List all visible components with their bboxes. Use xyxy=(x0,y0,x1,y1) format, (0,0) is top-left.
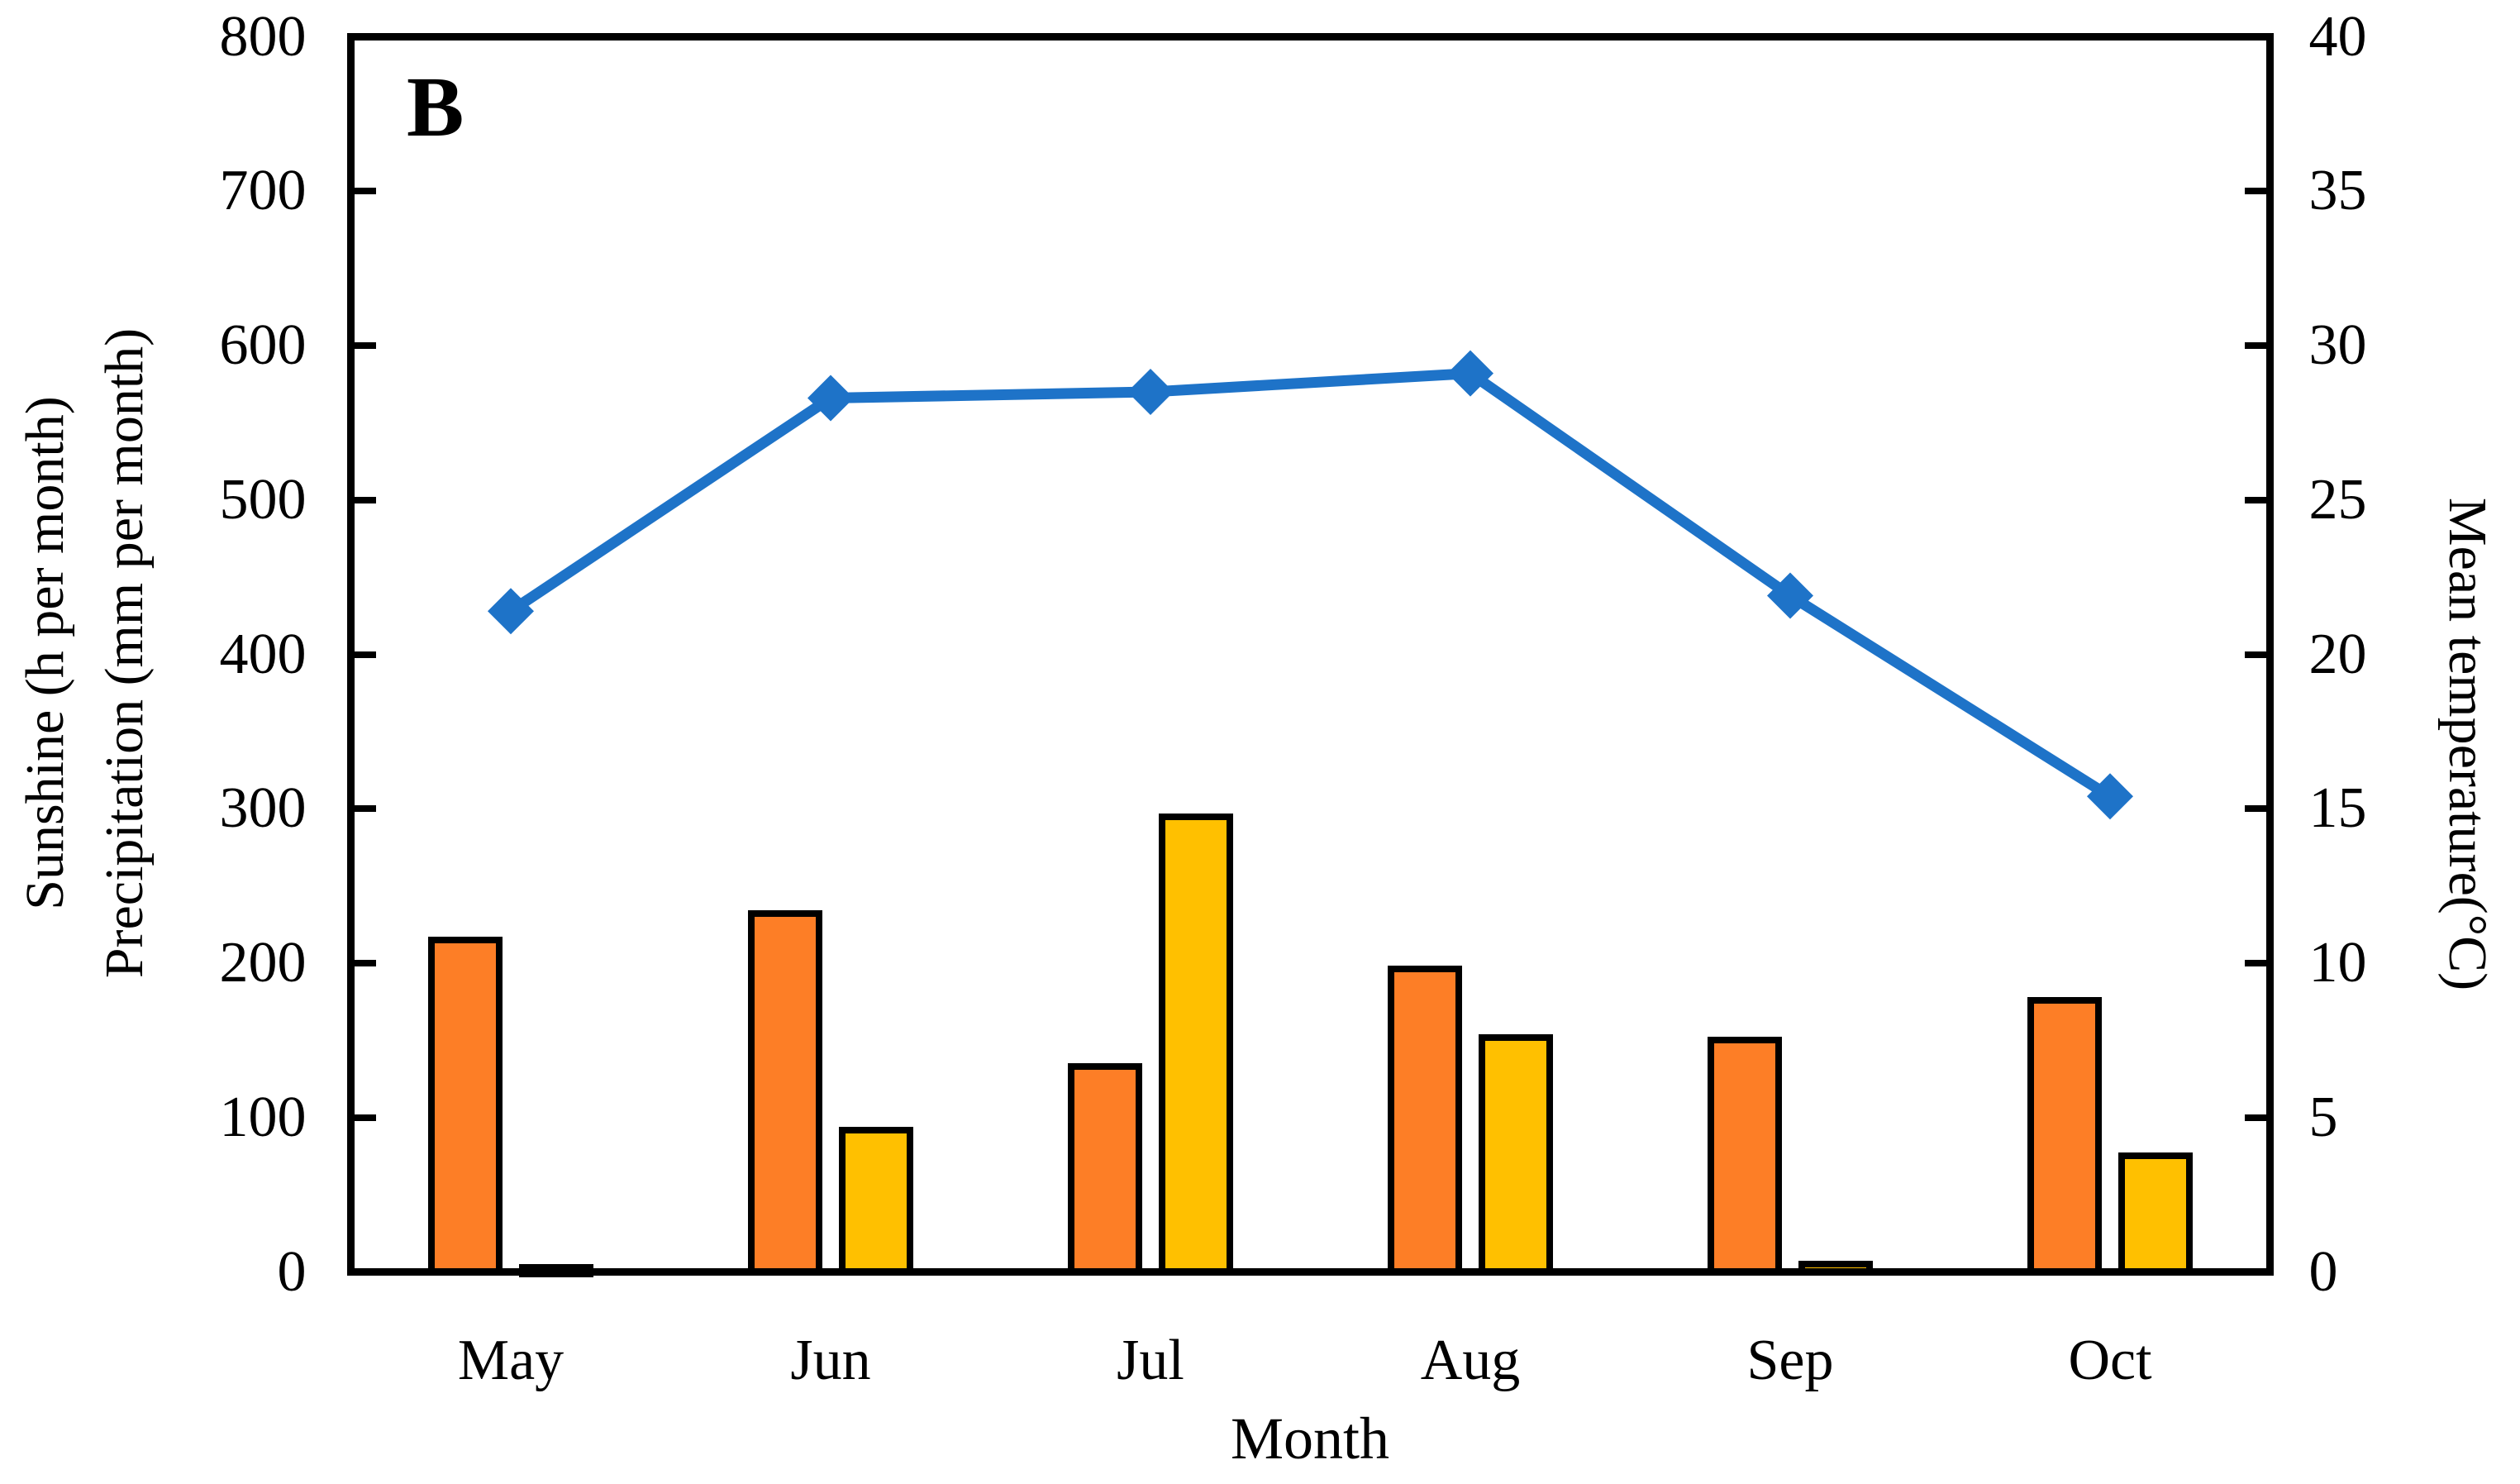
precipitation-bar xyxy=(839,1126,913,1275)
precipitation-bar xyxy=(519,1263,593,1277)
x-axis-label: Oct xyxy=(2068,1329,2152,1392)
plot-area-border xyxy=(347,33,2274,1276)
right-axis-tick xyxy=(2245,496,2266,503)
sunshine-bar xyxy=(1708,1037,1782,1275)
left-axis-tick xyxy=(355,342,376,349)
right-axis-tick-label: 25 xyxy=(2308,467,2367,532)
left-axis-tick-label: 600 xyxy=(219,313,307,377)
left-axis-title: Sunshine (h per month) Precipitation (mm… xyxy=(6,33,164,1273)
temperature-marker xyxy=(1447,350,1493,397)
right-axis-title: Mean temperature(°C) xyxy=(2437,497,2498,991)
precipitation-bar xyxy=(1798,1261,1873,1275)
right-axis-tick-label: 20 xyxy=(2308,622,2367,686)
right-axis-tick-label: 30 xyxy=(2308,313,2367,377)
x-axis-label: Aug xyxy=(1420,1329,1521,1392)
sunshine-bar xyxy=(1388,966,1462,1275)
right-axis-tick xyxy=(2245,960,2266,966)
right-axis-tick xyxy=(2245,805,2266,813)
temperature-marker xyxy=(1127,369,1174,416)
left-axis-tick-label: 0 xyxy=(277,1239,307,1304)
left-axis-tick xyxy=(355,33,376,41)
left-axis-tick-label: 700 xyxy=(219,159,307,223)
temperature-marker xyxy=(488,588,534,635)
left-axis-tick-label: 200 xyxy=(219,931,307,995)
sunshine-bar xyxy=(2027,996,2102,1275)
right-axis-tick-label: 0 xyxy=(2308,1239,2338,1304)
precipitation-bar xyxy=(2118,1152,2193,1275)
left-axis-tick-label: 300 xyxy=(219,776,307,841)
x-axis-label: Jun xyxy=(790,1329,871,1392)
right-axis-tick xyxy=(2245,1114,2266,1121)
left-axis-tick xyxy=(355,496,376,503)
left-axis-tick-label: 500 xyxy=(219,467,307,532)
sunshine-bar xyxy=(1068,1063,1142,1275)
left-axis-tick xyxy=(355,1268,376,1276)
precipitation-bar xyxy=(1479,1033,1553,1275)
left-axis-tick xyxy=(355,651,376,658)
sunshine-bar xyxy=(748,910,822,1275)
left-axis-tick-label: 100 xyxy=(219,1085,307,1149)
right-axis-tick xyxy=(2245,651,2266,658)
x-axis-label: Sep xyxy=(1746,1329,1834,1392)
panel-label: B xyxy=(407,60,464,155)
right-axis-tick xyxy=(2245,342,2266,349)
left-axis-tick xyxy=(355,960,376,966)
precipitation-bar xyxy=(1159,813,1233,1275)
left-axis-tick xyxy=(355,188,376,195)
right-axis-tick-label: 5 xyxy=(2308,1085,2338,1149)
x-axis-title: Month xyxy=(1230,1405,1390,1472)
right-axis-tick xyxy=(2245,188,2266,195)
right-axis-tick xyxy=(2245,33,2266,41)
left-axis-tick-label: 400 xyxy=(219,622,307,686)
left-axis-tick xyxy=(355,805,376,813)
left-axis-title-line1: Sunshine (h per month) xyxy=(15,396,75,910)
sunshine-bar xyxy=(428,936,503,1275)
temperature-line xyxy=(507,367,2113,801)
left-axis-tick-label: 800 xyxy=(219,4,307,69)
left-axis-title-line2: Precipitation (mm per month) xyxy=(94,327,155,979)
x-axis-label: Jul xyxy=(1117,1329,1184,1392)
right-axis-tick-label: 35 xyxy=(2308,159,2367,223)
right-axis-tick-label: 15 xyxy=(2308,776,2367,841)
x-axis-label: May xyxy=(457,1329,564,1392)
temperature-marker xyxy=(807,375,854,422)
left-axis-tick xyxy=(355,1114,376,1121)
temperature-marker xyxy=(1767,572,1813,619)
right-axis-tick-label: 40 xyxy=(2308,4,2367,69)
temperature-marker xyxy=(2087,773,2133,820)
right-axis-tick-label: 10 xyxy=(2308,931,2367,995)
right-axis-tick xyxy=(2245,1268,2266,1276)
